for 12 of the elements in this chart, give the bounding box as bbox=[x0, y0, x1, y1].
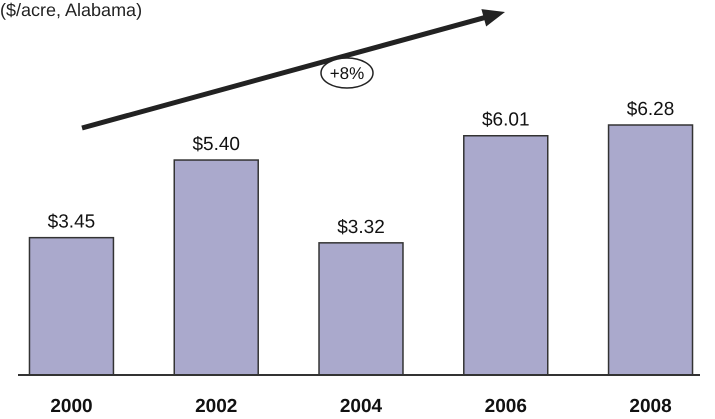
data-label: $5.40 bbox=[192, 134, 240, 156]
data-label: $6.28 bbox=[626, 99, 674, 120]
data-label: $3.32 bbox=[337, 216, 385, 238]
chart-title: ($/acre, Alabama) bbox=[0, 0, 142, 20]
data-label: $3.45 bbox=[48, 212, 96, 233]
x-tick-label: 2004 bbox=[340, 396, 383, 417]
x-tick-label: 2002 bbox=[195, 396, 238, 417]
x-tick-label: 2008 bbox=[629, 396, 672, 417]
data-label: $6.01 bbox=[482, 110, 530, 131]
text: +8% bbox=[330, 64, 364, 83]
x-tick-label: 2000 bbox=[50, 396, 93, 417]
x-tick-label: 2006 bbox=[484, 396, 527, 417]
